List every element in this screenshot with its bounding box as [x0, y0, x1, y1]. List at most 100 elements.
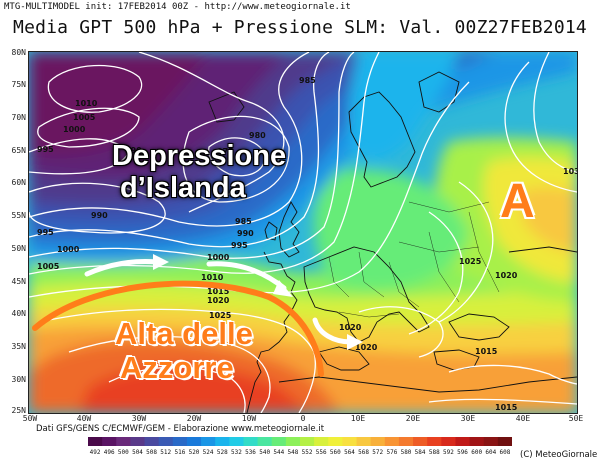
isobar-label: 1000: [57, 245, 80, 254]
colorbar-label: 496: [103, 449, 115, 456]
colorbar-label: 504: [132, 449, 143, 456]
colorbar-swatch: [116, 437, 131, 446]
colorbar-swatch: [102, 437, 117, 446]
colorbar-label: 552: [301, 449, 313, 456]
band-588: [79, 366, 309, 413]
colorbar-label: 532: [230, 449, 242, 456]
colorbar-label: 544: [273, 449, 285, 456]
geopotential-field: 1010 1005 1000 995 985 980 975 990 985 9…: [29, 52, 577, 413]
coast-scandinavia: [348, 91, 416, 188]
colorbar-label: 568: [358, 449, 370, 456]
colorbar-label: 608: [499, 449, 511, 456]
coast-europe: [303, 246, 430, 343]
map-title: Media GPT 500 hPa + Pressione SLM: Val. …: [13, 17, 587, 38]
colorbar-label: 604: [485, 449, 497, 456]
border: [338, 311, 400, 318]
colorbar-swatch: [130, 437, 146, 446]
colorbar-label: 524: [202, 449, 214, 456]
isobar-985: [138, 52, 285, 213]
colorbar-swatch: [186, 437, 202, 446]
lat-label: 50N: [11, 244, 26, 253]
isobar-east-4: [408, 211, 464, 335]
isobar-995: [29, 52, 330, 248]
coastlines: [208, 71, 577, 413]
isobar-975: [208, 137, 266, 177]
arrow-head-2: [273, 280, 293, 297]
colorbar-label: 592: [442, 449, 454, 456]
model-run-header: MTG-MULTIMODEL init: 17FEB2014 00Z - htt…: [4, 2, 351, 12]
isobar-1000-b: [29, 52, 355, 259]
isobar-med: [358, 306, 444, 358]
label-high-pressure: A: [500, 175, 535, 228]
label-iceland-line1: Depressione: [112, 140, 287, 172]
isobar-995-inner: [29, 182, 166, 234]
lat-label: 70N: [11, 113, 26, 122]
isobar-label: 1005: [37, 262, 60, 271]
isobar-1005: [37, 107, 140, 148]
isobar-980: [182, 115, 290, 203]
colorbar-swatch: [229, 437, 244, 446]
colorbar-swatch: [441, 437, 456, 446]
colorbar-swatch: [215, 437, 230, 446]
arrow-med: [312, 317, 354, 345]
colorbar-label: 584: [414, 449, 426, 456]
coast-ireland: [264, 221, 278, 241]
lat-label: 25N: [11, 406, 26, 415]
lat-label: 80N: [11, 48, 26, 57]
colorbar-label: 596: [457, 449, 468, 456]
colorbar-swatch: [88, 437, 103, 446]
colorbar-label: 588: [428, 449, 440, 456]
isobar-label: 990: [91, 211, 108, 220]
border: [388, 261, 420, 308]
lon-label: 20E: [405, 414, 421, 423]
isobar-label: 1010: [75, 99, 98, 108]
lon-label: 20W: [186, 414, 202, 423]
colorbar-label: 536: [245, 449, 256, 456]
colorbar-swatch: [172, 437, 188, 446]
arrow-atlantic-1: [84, 259, 160, 277]
colorbar-label: 548: [287, 449, 299, 456]
isobar-label: 1020: [207, 296, 230, 305]
border: [398, 241, 480, 253]
colorbar-swatch: [158, 437, 174, 446]
lat-label: 75N: [11, 80, 26, 89]
isobar-label: 975: [217, 147, 234, 156]
lat-label: 40N: [11, 309, 26, 318]
isobar-1015: [38, 308, 316, 413]
arrow-head-1: [153, 254, 169, 270]
weather-map: 1010 1005 1000 995 985 980 975 990 985 9…: [28, 51, 578, 414]
colorbar-swatch: [328, 437, 343, 446]
coast-black-sea: [448, 313, 510, 341]
isobar-label: 985: [299, 76, 316, 85]
isobar-label: 990: [237, 229, 254, 238]
label-azores-line1: Alta delle: [115, 316, 253, 351]
colorbar-swatch: [271, 437, 287, 446]
lat-label: 55N: [11, 211, 26, 220]
lon-label: 10E: [350, 414, 366, 423]
band-scand: [348, 52, 459, 161]
coast-russia: [508, 246, 577, 253]
colorbar-swatch: [497, 437, 512, 446]
coast-british-isles: [278, 201, 300, 258]
band-496: [29, 52, 209, 154]
isobar-label: 1015: [475, 347, 498, 356]
colorbar-label: 572: [372, 449, 384, 456]
isobar-label: 1025: [459, 257, 482, 266]
isobar-label: 1010: [201, 273, 224, 282]
azores-arc: [32, 280, 324, 377]
colorbar-swatch: [483, 437, 499, 446]
label-iceland-low: Depressione: [112, 142, 286, 171]
isobar-label: 990: [125, 146, 142, 155]
lon-label: 30W: [131, 414, 147, 423]
isobar-label: 1020: [339, 323, 362, 332]
colorbar-swatch: [469, 437, 485, 446]
lat-label: 60N: [11, 178, 26, 187]
colorbar-label: 580: [400, 449, 412, 456]
isobar-label: 1025: [209, 311, 232, 320]
ridge-east-core: [519, 187, 577, 252]
lon-label: 40W: [76, 414, 92, 423]
isobar-east-1: [504, 61, 577, 193]
data-credits: Dati GFS/GENS C/ECMWF/GEM - Elaborazione…: [36, 424, 325, 434]
border: [358, 251, 385, 298]
colorbar-swatch: [342, 437, 358, 446]
